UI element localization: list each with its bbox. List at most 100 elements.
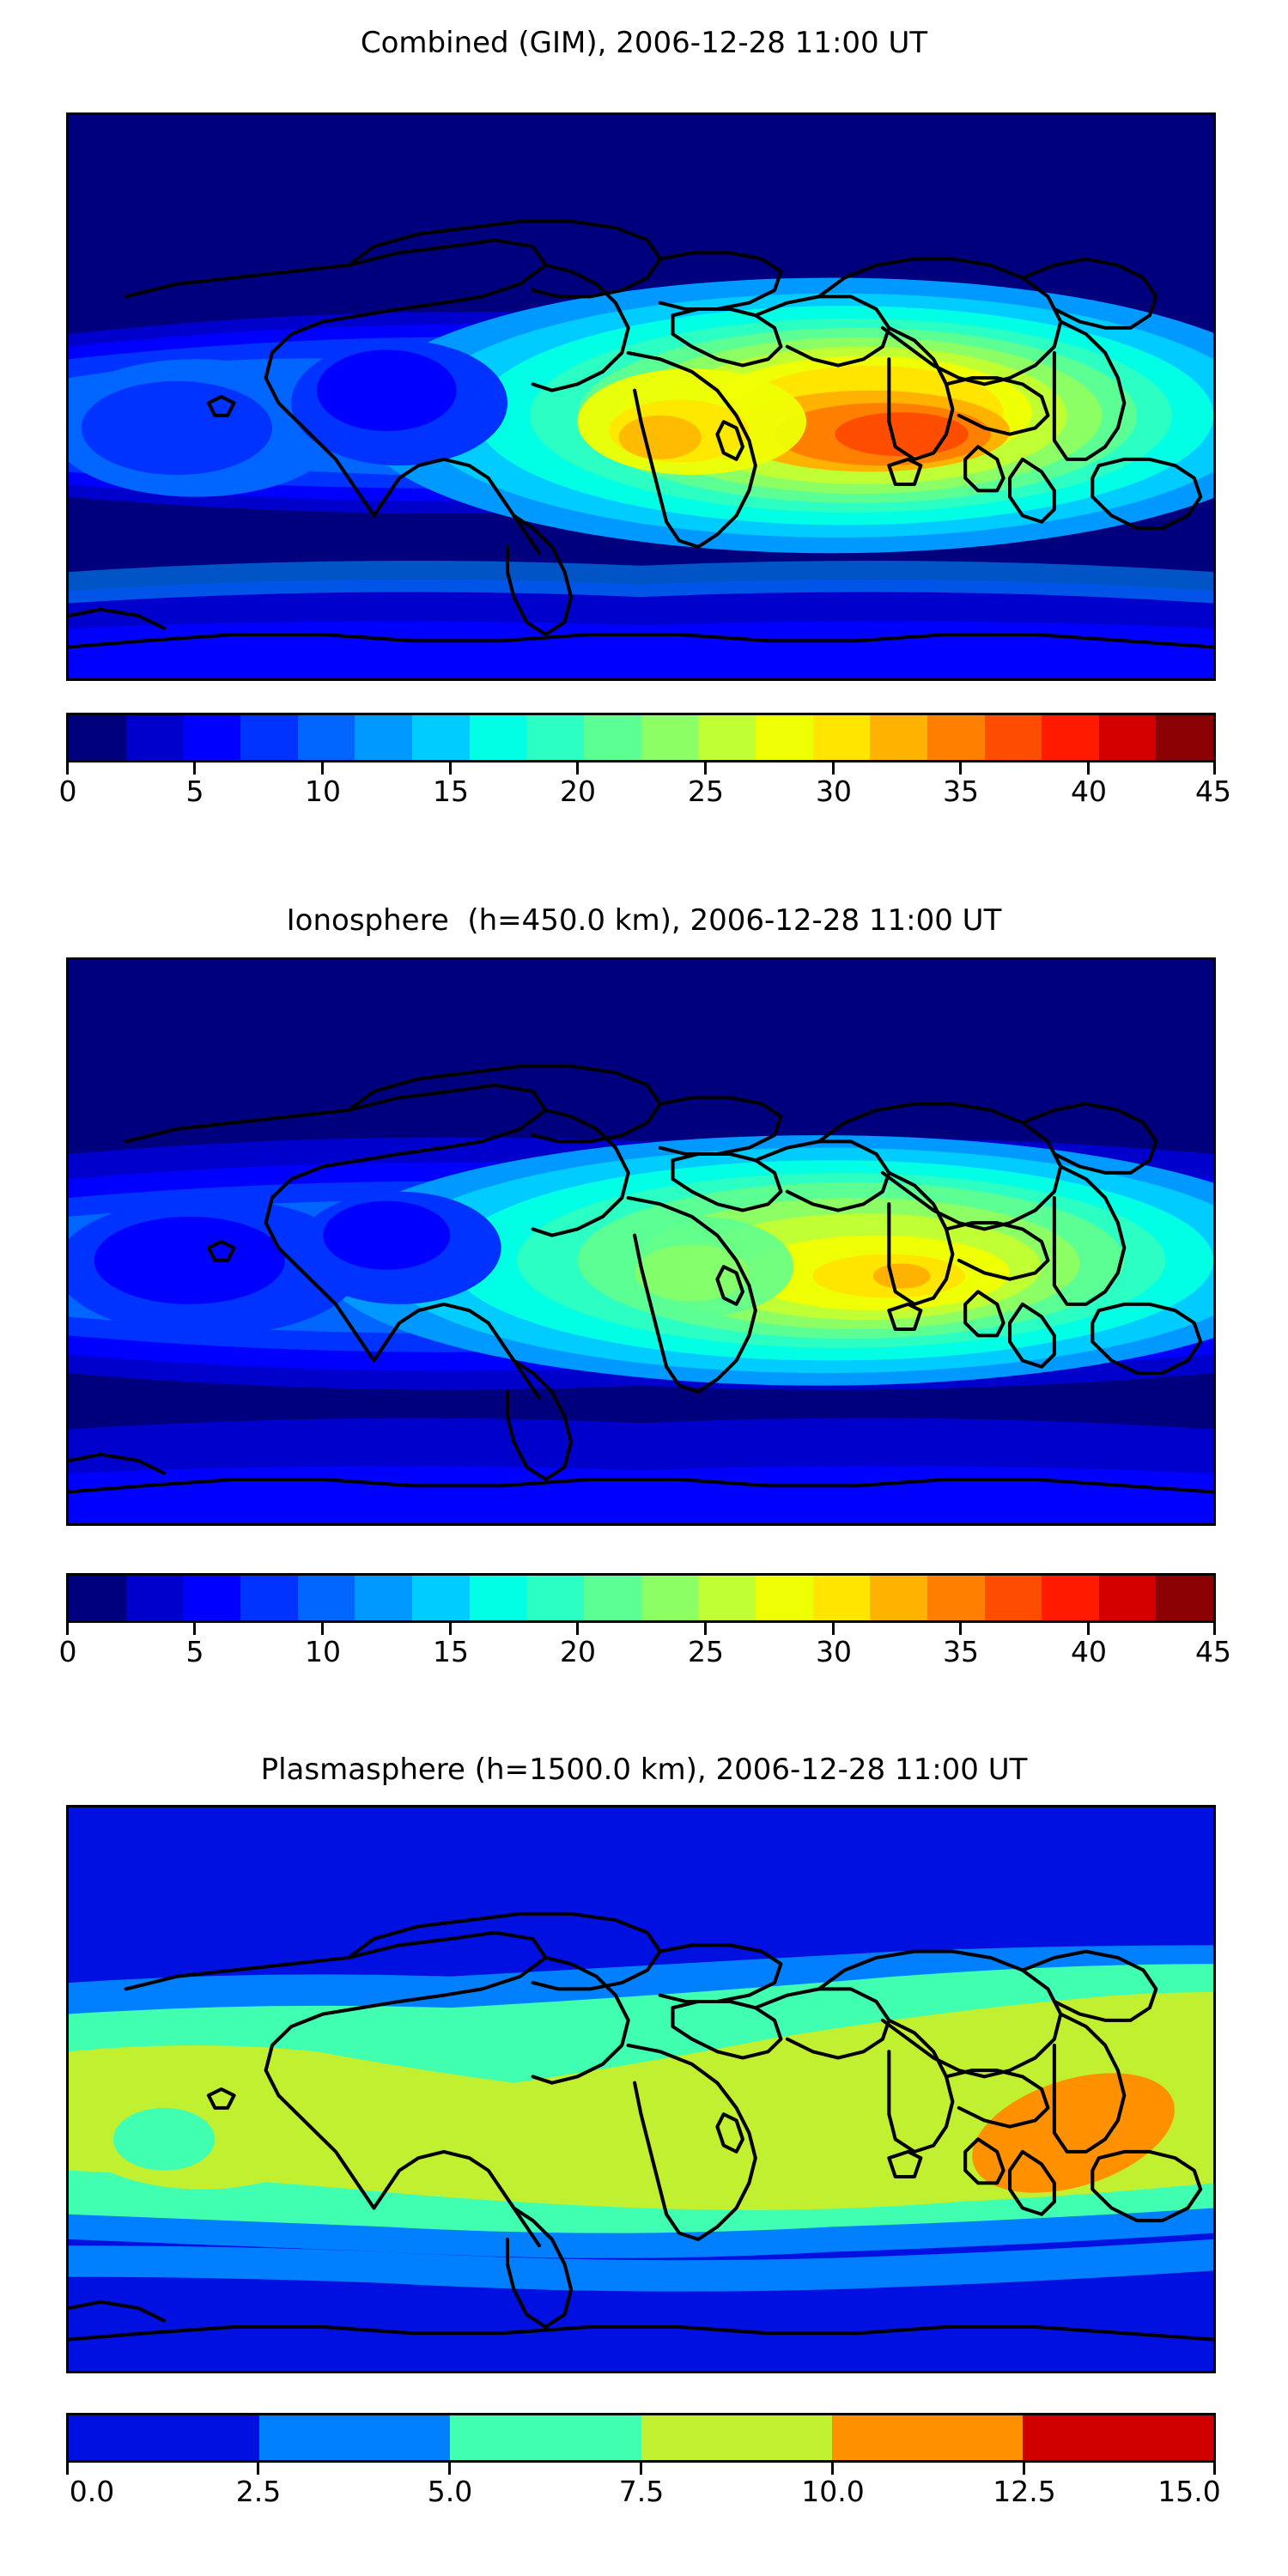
cb-tick-label: 45	[1195, 1635, 1231, 1668]
coastlines-combined	[69, 219, 1213, 649]
map-plasmasphere-inner	[69, 1807, 1213, 2371]
colorbar-ionosphere-labels: 0 5 10 15 20 25 30 35 40 45	[59, 1635, 1232, 1673]
colorbar-plasmasphere-ticks	[66, 2463, 1216, 2475]
cb-seg	[755, 715, 813, 760]
cb-seg	[183, 715, 240, 760]
map-combined-svg	[69, 115, 1213, 678]
map-plasmasphere	[66, 1805, 1216, 2373]
cb-seg	[1042, 715, 1099, 760]
map-combined	[66, 112, 1216, 681]
panel-ionosphere: Ionosphere (h=450.0 km), 2006-12-28 11:0…	[0, 872, 1288, 1740]
cb-tick-label: 25	[688, 1635, 724, 1668]
tec-field-combined	[69, 115, 1213, 678]
panel-plasmasphere: Plasmasphere (h=1500.0 km), 2006-12-28 1…	[0, 1740, 1288, 2576]
cb-tick-label: 10	[305, 775, 341, 808]
cb-seg	[411, 1576, 470, 1620]
cb-tick-label: 5.0	[427, 2475, 473, 2508]
cb-seg	[469, 715, 527, 760]
cb-seg	[355, 715, 412, 760]
cb-seg	[1098, 715, 1157, 760]
cb-seg	[927, 715, 985, 760]
coastlines-plasmasphere	[69, 1911, 1213, 2342]
map-combined-inner	[69, 115, 1213, 678]
cb-seg	[583, 1576, 641, 1620]
colorbar-plasmasphere-bar	[66, 2413, 1216, 2463]
cb-tick-label: 35	[943, 775, 979, 808]
cb-tick-label: 15	[433, 1635, 469, 1668]
cb-tick-label: 5	[185, 775, 204, 808]
cb-seg	[1042, 1576, 1099, 1620]
cb-seg	[755, 1576, 813, 1620]
cb-seg	[411, 715, 470, 760]
cb-seg	[259, 2415, 451, 2460]
panel-title-ionosphere: Ionosphere (h=450.0 km), 2006-12-28 11:0…	[286, 903, 1002, 938]
cb-seg	[240, 1576, 298, 1620]
colorbar-plasmasphere-labels: 0.0 2.5 5.0 7.5 10.0 12.5 15.0	[66, 2475, 1221, 2512]
cb-tick-label: 5	[185, 1635, 204, 1668]
cb-seg	[297, 1576, 355, 1620]
cb-tick-label: 45	[1195, 775, 1231, 808]
cb-seg	[831, 2415, 1023, 2460]
cb-seg	[240, 715, 298, 760]
cb-tick-label: 40	[1071, 1635, 1107, 1668]
colorbar-combined-labels: 0 5 10 15 20 25 30 35 40 45	[59, 775, 1232, 812]
cb-seg	[469, 1576, 527, 1620]
cb-tick-label: 15	[433, 775, 469, 808]
cb-seg	[1156, 715, 1213, 760]
cb-tick-label: 2.5	[235, 2475, 282, 2508]
colorbar-combined: 0 5 10 15 20 25 30 35 40 45	[59, 713, 1231, 812]
cb-seg	[125, 715, 184, 760]
cb-tick-label: 40	[1071, 775, 1107, 808]
cb-seg	[984, 715, 1042, 760]
colorbar-plasmasphere: 0.0 2.5 5.0 7.5 10.0 12.5 15.0	[66, 2413, 1221, 2512]
cb-tick-label: 10.0	[801, 2475, 865, 2508]
cb-seg	[526, 715, 584, 760]
cb-tick-label: 0	[58, 1635, 77, 1668]
cb-seg	[698, 1576, 756, 1620]
cb-seg	[1022, 2415, 1213, 2460]
coastlines-ionosphere	[69, 1064, 1213, 1494]
map-ionosphere-inner	[69, 960, 1213, 1523]
cb-seg	[984, 1576, 1042, 1620]
cb-seg	[69, 715, 126, 760]
cb-seg	[927, 1576, 985, 1620]
cb-tick-label: 30	[816, 775, 852, 808]
cb-seg	[812, 1576, 871, 1620]
cb-seg	[69, 1576, 126, 1620]
cb-tick-label: 12.5	[993, 2475, 1056, 2508]
panel-title-combined: Combined (GIM), 2006-12-28 11:00 UT	[360, 26, 928, 60]
cb-seg	[870, 1576, 927, 1620]
cb-seg	[183, 1576, 240, 1620]
cb-tick-label: 0.0	[69, 2475, 115, 2508]
colorbar-combined-bar	[66, 713, 1216, 762]
map-ionosphere	[66, 957, 1216, 1526]
cb-seg	[1156, 1576, 1213, 1620]
cb-tick-label: 20	[560, 1635, 596, 1668]
colorbar-ionosphere: 0 5 10 15 20 25 30 35 40 45	[59, 1573, 1231, 1673]
cb-tick-label: 15.0	[1157, 2475, 1221, 2508]
map-plasmasphere-svg	[69, 1807, 1213, 2371]
cb-seg	[69, 2415, 260, 2460]
tec-field-ionosphere	[69, 960, 1213, 1523]
cb-seg	[698, 715, 756, 760]
cb-seg	[450, 2415, 641, 2460]
map-ionosphere-svg	[69, 960, 1213, 1523]
cb-tick-label: 35	[943, 1635, 979, 1668]
cb-tick-label: 7.5	[618, 2475, 665, 2508]
cb-seg	[355, 1576, 412, 1620]
cb-seg	[812, 715, 871, 760]
panel-combined-gim: Combined (GIM), 2006-12-28 11:00 UT	[0, 0, 1288, 867]
cb-seg	[125, 1576, 184, 1620]
cb-seg	[297, 715, 355, 760]
cb-seg	[641, 715, 699, 760]
colorbar-ionosphere-ticks	[66, 1623, 1216, 1635]
cb-seg	[870, 715, 927, 760]
panel-title-plasmasphere: Plasmasphere (h=1500.0 km), 2006-12-28 1…	[260, 1753, 1028, 1787]
cb-seg	[526, 1576, 584, 1620]
tec-field-plasmasphere	[69, 1807, 1213, 2371]
colorbar-ionosphere-bar	[66, 1573, 1216, 1623]
cb-tick-label: 20	[560, 775, 596, 808]
cb-tick-label: 30	[816, 1635, 852, 1668]
cb-seg	[641, 2415, 832, 2460]
